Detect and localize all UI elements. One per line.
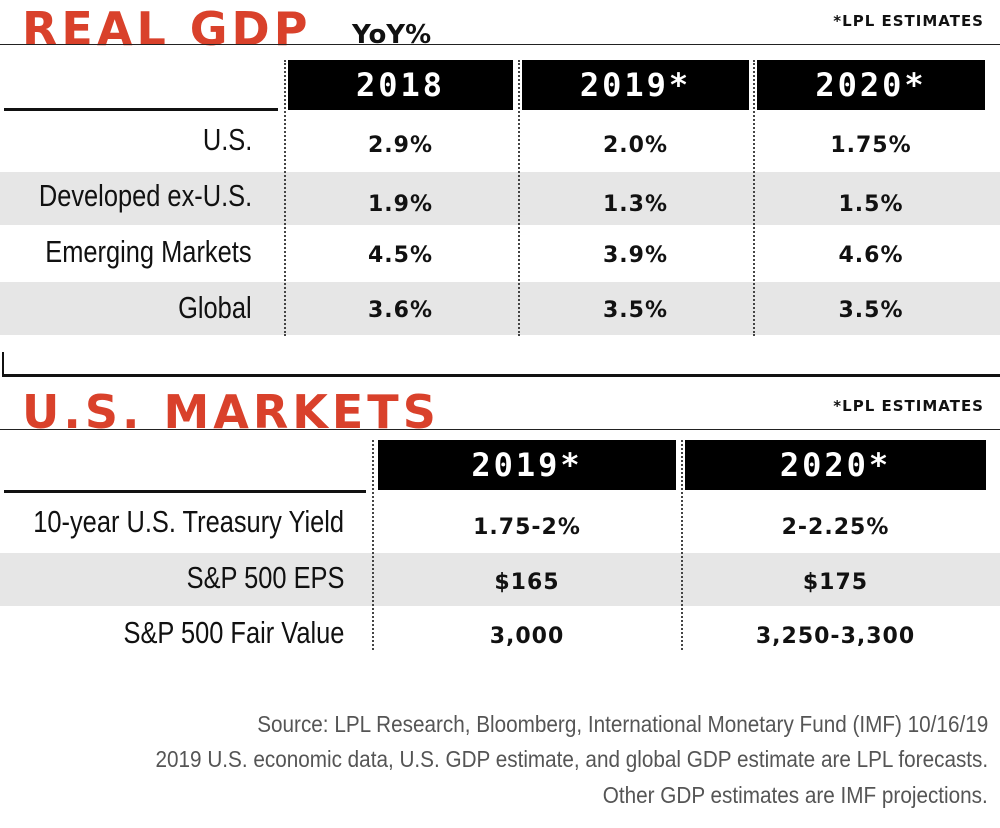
gdp-cell: 3.5%	[838, 298, 904, 323]
markets-cell: 1.75-2%	[473, 515, 581, 540]
markets-row-band	[0, 553, 1000, 606]
gdp-row-label: Emerging Markets	[45, 234, 252, 269]
markets-header-underline	[4, 490, 366, 493]
gdp-title: REAL GDP	[22, 2, 312, 56]
gdp-cell: 4.6%	[838, 243, 904, 268]
gdp-cell: 2.0%	[602, 133, 668, 158]
markets-top-rule	[0, 429, 1000, 430]
gdp-row-band	[0, 172, 1000, 225]
gdp-cell: 4.5%	[367, 243, 433, 268]
markets-cell: 3,000	[489, 624, 565, 649]
markets-estimates-note: *LPL ESTIMATES	[833, 397, 984, 415]
gdp-column-separator	[284, 60, 286, 336]
gdp-row-label: Developed ex-U.S.	[38, 178, 252, 213]
footer-source: Source: LPL Research, Bloomberg, Interna…	[256, 711, 988, 737]
gdp-row-band	[0, 282, 1000, 335]
markets-column-separator	[372, 440, 374, 650]
gdp-cell: 3.6%	[367, 298, 433, 323]
markets-cell: 3,250-3,300	[755, 624, 916, 649]
section-divider-tick	[2, 352, 4, 377]
gdp-row-label: Global	[178, 290, 252, 325]
markets-row-label: S&P 500 Fair Value	[123, 615, 344, 650]
markets-row-label: S&P 500 EPS	[186, 560, 344, 595]
footer-note: Other GDP estimates are IMF projections.	[602, 782, 988, 808]
gdp-col-header-2018: 2018	[288, 60, 513, 110]
gdp-top-rule	[0, 44, 1000, 45]
gdp-cell: 3.5%	[602, 298, 668, 323]
markets-cell: $175	[802, 570, 869, 595]
gdp-cell: 1.3%	[602, 192, 668, 217]
markets-title: U.S. MARKETS	[22, 385, 440, 439]
section-divider	[2, 374, 1000, 377]
gdp-header-underline	[4, 108, 278, 111]
gdp-cell: 1.75%	[830, 133, 912, 158]
footer-note: 2019 U.S. economic data, U.S. GDP estima…	[155, 746, 988, 772]
gdp-cell: 2.9%	[367, 133, 433, 158]
gdp-col-header-2020: 2020*	[757, 60, 985, 110]
markets-column-separator	[681, 440, 683, 650]
gdp-estimates-note: *LPL ESTIMATES	[833, 12, 984, 30]
gdp-subtitle: YoY%	[352, 20, 432, 50]
gdp-cell: 1.9%	[367, 192, 433, 217]
gdp-column-separator	[753, 60, 755, 336]
markets-cell: $165	[494, 570, 560, 595]
gdp-column-separator	[518, 60, 520, 336]
markets-cell: 2-2.25%	[781, 515, 890, 540]
markets-col-header-2020: 2020*	[685, 440, 986, 490]
markets-row-label: 10-year U.S. Treasury Yield	[33, 504, 344, 539]
gdp-row-label: U.S.	[202, 122, 252, 157]
gdp-cell: 3.9%	[602, 243, 668, 268]
gdp-col-header-2019: 2019*	[522, 60, 749, 110]
gdp-cell: 1.5%	[838, 192, 904, 217]
markets-col-header-2019: 2019*	[378, 440, 676, 490]
